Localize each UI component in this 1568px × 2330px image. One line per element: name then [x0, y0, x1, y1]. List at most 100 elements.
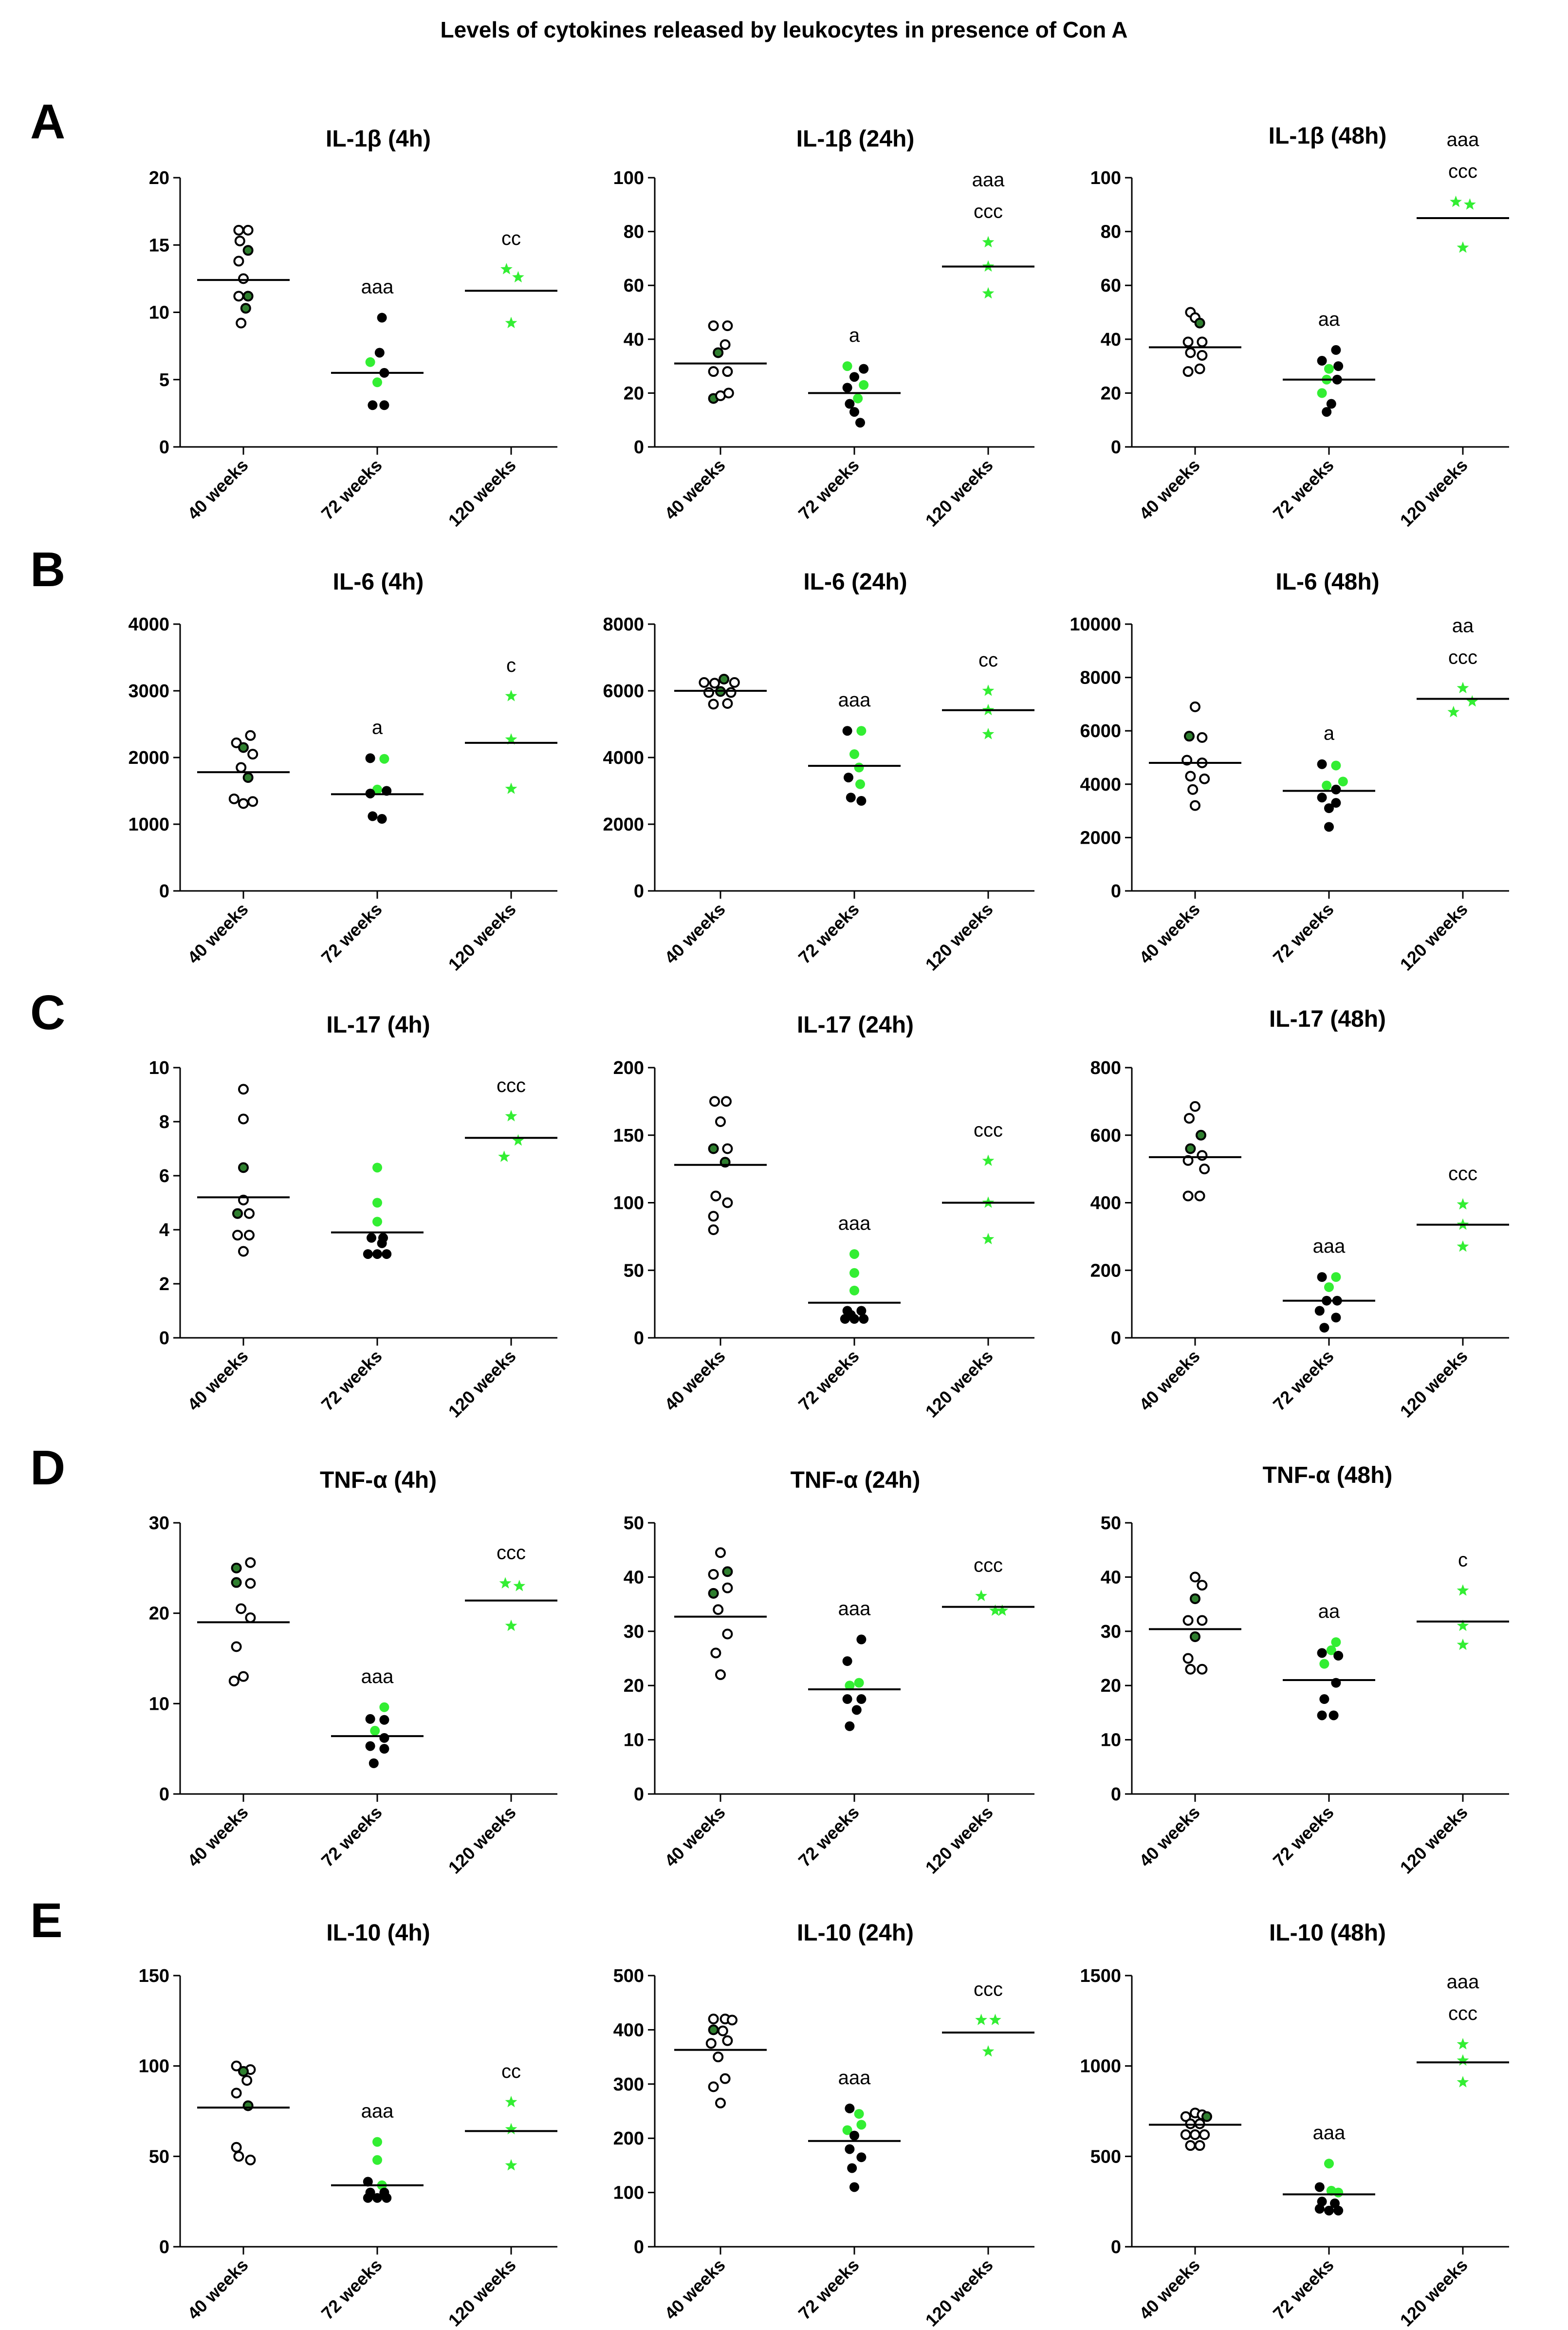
significance-label: aaa: [1447, 129, 1479, 150]
y-tick-label: 20: [624, 383, 644, 404]
black-dot: [856, 1694, 867, 1704]
open-circle-marker: [238, 798, 249, 809]
green-circle-marker: [242, 2100, 254, 2111]
black-dot: [845, 2144, 855, 2154]
black-dot: [379, 1733, 389, 1743]
green-circle-marker: [1190, 1593, 1200, 1604]
y-tick-label: 100: [613, 168, 644, 188]
star-marker: [975, 2014, 987, 2025]
y-tick-label: 30: [1101, 1622, 1121, 1642]
significance-label: c: [506, 655, 516, 676]
y-tick-label: 200: [1090, 1260, 1121, 1281]
panel-11: 0 10 20 30 40 50 40 weeks 72 weeks aa 120 weeks c: [1101, 1513, 1509, 1878]
open-circle-marker: [236, 762, 247, 773]
black-dot: [368, 400, 378, 410]
black-dot: [844, 773, 853, 783]
star-marker: [975, 1590, 987, 1601]
x-tick-label: 72 weeks: [794, 2255, 863, 2324]
panel-14: 0 500 1000 1500 40 weeks 72 weeks aaa 120 weeks…: [1080, 1966, 1509, 2330]
significance-label: aaa: [1313, 2122, 1346, 2144]
x-tick-label: 40 weeks: [661, 899, 729, 968]
y-tick-label: 0: [159, 2237, 169, 2257]
open-circle-marker: [1194, 1190, 1205, 1202]
black-dot: [363, 1249, 373, 1259]
panel-13: 0 100 200 300 400 500 40 weeks 72 weeks aaa 120 w…: [613, 1966, 1034, 2330]
bright-green-dot: [370, 1726, 380, 1736]
black-dot: [1333, 361, 1344, 371]
green-circle-marker: [708, 1588, 719, 1599]
x-tick-label: 40 weeks: [184, 899, 252, 968]
y-tick-label: 0: [634, 437, 644, 458]
open-circle-marker: [1182, 336, 1194, 348]
panel-title-il6-24h: IL-6 (24h): [803, 569, 907, 595]
bright-green-dot: [372, 1163, 382, 1173]
x-tick-label: 40 weeks: [1135, 455, 1204, 524]
open-circle-marker: [1199, 773, 1210, 784]
y-tick-label: 4: [159, 1220, 169, 1240]
y-tick-label: 10: [1101, 1730, 1121, 1751]
y-tick-label: 100: [1090, 168, 1121, 188]
black-dot: [1317, 759, 1327, 769]
open-circle-marker: [231, 2060, 242, 2071]
x-tick-label: 40 weeks: [184, 455, 252, 524]
open-circle-marker: [1187, 784, 1199, 795]
significance-label: ccc: [974, 1979, 1003, 2000]
open-circle-marker: [244, 1208, 255, 1219]
green-circle-marker: [1201, 2111, 1212, 2122]
panel-title-il1b-48h: IL-1β (48h): [1268, 123, 1387, 149]
open-circle-marker: [1197, 1580, 1208, 1591]
open-circle-marker: [231, 2142, 242, 2153]
open-circle-marker: [233, 256, 244, 267]
y-tick-label: 100: [613, 1193, 644, 1214]
y-tick-label: 40: [1101, 330, 1121, 350]
x-tick-label: 72 weeks: [794, 1802, 863, 1871]
significance-label: aaa: [1447, 1971, 1479, 1993]
open-circle-marker: [231, 2088, 242, 2099]
green-circle-marker: [719, 674, 730, 685]
open-circle-marker: [1197, 336, 1208, 348]
y-tick-label: 0: [159, 881, 169, 902]
y-tick-label: 200: [613, 2128, 644, 2149]
bright-green-dot: [842, 361, 852, 371]
green-circle-marker: [231, 1562, 242, 1573]
open-circle-marker: [1182, 366, 1194, 377]
significance-label: ccc: [1448, 647, 1477, 668]
panel-4: 0 2000 4000 6000 8000 40 weeks 72 weeks aaa 120 …: [603, 614, 1034, 975]
open-circle-marker: [722, 366, 733, 377]
star-marker: [505, 690, 517, 702]
black-dot: [369, 1758, 379, 1768]
panel-title-tnfa-48h: TNF-α (48h): [1262, 1462, 1393, 1488]
y-tick-label: 150: [613, 1126, 644, 1146]
panel-5: 0 2000 4000 6000 8000 10000 40 weeks 72 weeks a 1…: [1070, 614, 1509, 975]
open-circle-marker: [715, 1547, 726, 1558]
green-circle-marker: [708, 1143, 719, 1154]
black-dot: [842, 726, 852, 736]
open-circle-marker: [1184, 1113, 1195, 1124]
open-circle-marker: [719, 339, 731, 350]
green-circle-marker: [240, 303, 251, 314]
open-circle-marker: [231, 1641, 242, 1652]
open-circle-marker: [1185, 347, 1196, 358]
significance-label: cc: [501, 2061, 521, 2082]
y-tick-label: 150: [139, 1966, 169, 1986]
x-tick-label: 120 weeks: [1396, 1802, 1472, 1878]
bright-green-dot: [379, 1702, 389, 1712]
open-circle-marker: [708, 2081, 719, 2092]
panel-6: 0 2 4 6 8 10 40 weeks 72 weeks 120 weeks ccc: [149, 1058, 557, 1422]
open-circle-marker: [1182, 1653, 1194, 1664]
y-tick-label: 10000: [1070, 614, 1121, 635]
y-tick-label: 400: [613, 2020, 644, 2040]
open-circle-marker: [722, 698, 733, 709]
y-tick-label: 40: [1101, 1567, 1121, 1588]
open-circle-marker: [713, 1604, 724, 1615]
x-tick-label: 40 weeks: [1135, 2255, 1204, 2324]
y-tick-label: 20: [149, 168, 169, 188]
star-marker: [512, 1134, 524, 1146]
green-circle-marker: [232, 1208, 243, 1219]
black-dot: [1314, 1306, 1325, 1316]
green-circle-marker: [708, 2024, 719, 2035]
bright-green-dot: [1322, 780, 1332, 791]
y-tick-label: 3000: [128, 681, 169, 702]
x-tick-label: 120 weeks: [1396, 455, 1472, 531]
